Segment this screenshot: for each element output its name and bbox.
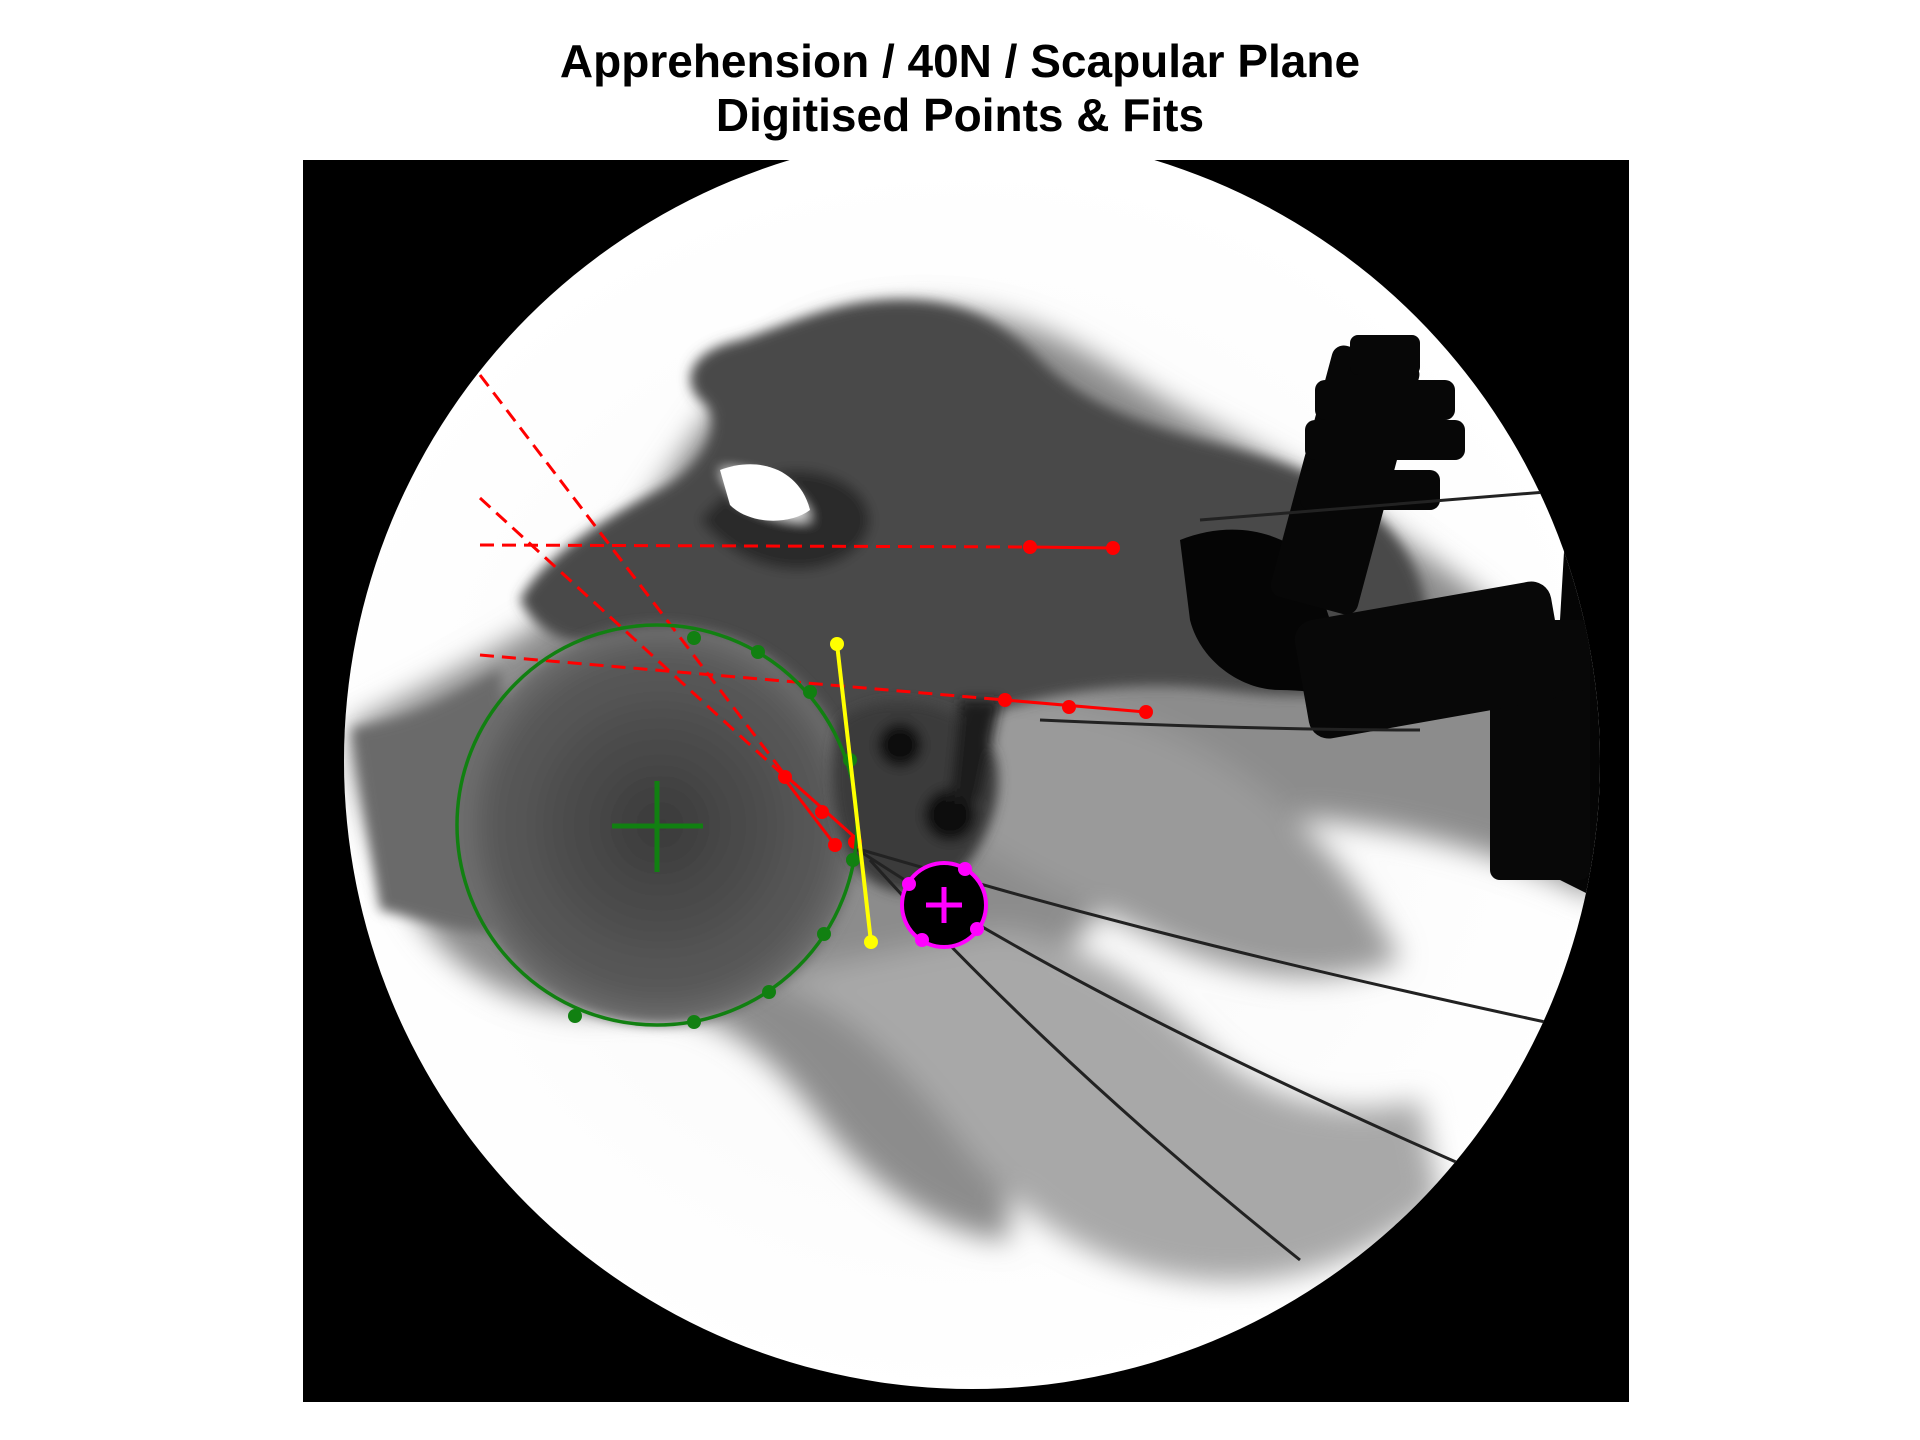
red-point xyxy=(998,693,1012,707)
red-point xyxy=(1139,705,1153,719)
red-point xyxy=(1062,700,1076,714)
red-point xyxy=(828,838,842,852)
xray-image xyxy=(303,160,1629,1402)
red-solid-line-1 xyxy=(1029,545,1114,550)
marker-fit xyxy=(900,861,988,949)
red-point xyxy=(815,805,829,819)
red-points xyxy=(778,540,1153,852)
red-point xyxy=(1023,540,1037,554)
green-point xyxy=(846,853,860,867)
yellow-point xyxy=(830,637,844,651)
title-line-2: Digitised Points & Fits xyxy=(715,89,1205,141)
red-solid-line-4 xyxy=(781,776,837,846)
figure-title: Apprehension / 40N / Scapular Plane Digi… xyxy=(0,34,1920,142)
green-point xyxy=(687,631,701,645)
magenta-point xyxy=(915,933,929,947)
glenoid-line xyxy=(830,637,878,949)
magenta-point xyxy=(970,922,984,936)
red-point xyxy=(1106,541,1120,555)
green-point xyxy=(568,1009,582,1023)
green-point xyxy=(762,985,776,999)
red-point xyxy=(778,770,792,784)
red-dashed-line-4 xyxy=(478,496,785,777)
green-point xyxy=(751,645,765,659)
title-line-1: Apprehension / 40N / Scapular Plane xyxy=(559,35,1361,87)
loading-apparatus xyxy=(1180,335,1600,920)
yellow-point xyxy=(864,935,878,949)
red-dashed-line-3 xyxy=(478,374,787,776)
red-dashed-line-1 xyxy=(479,543,1031,549)
glenoid-silhouette xyxy=(831,700,1000,894)
subacromial-highlight xyxy=(720,464,810,521)
green-point xyxy=(817,927,831,941)
green-point xyxy=(687,1015,701,1029)
glenoid-line-segment xyxy=(835,643,873,943)
magenta-point xyxy=(958,862,972,876)
green-point xyxy=(803,685,817,699)
magenta-point xyxy=(902,877,916,891)
